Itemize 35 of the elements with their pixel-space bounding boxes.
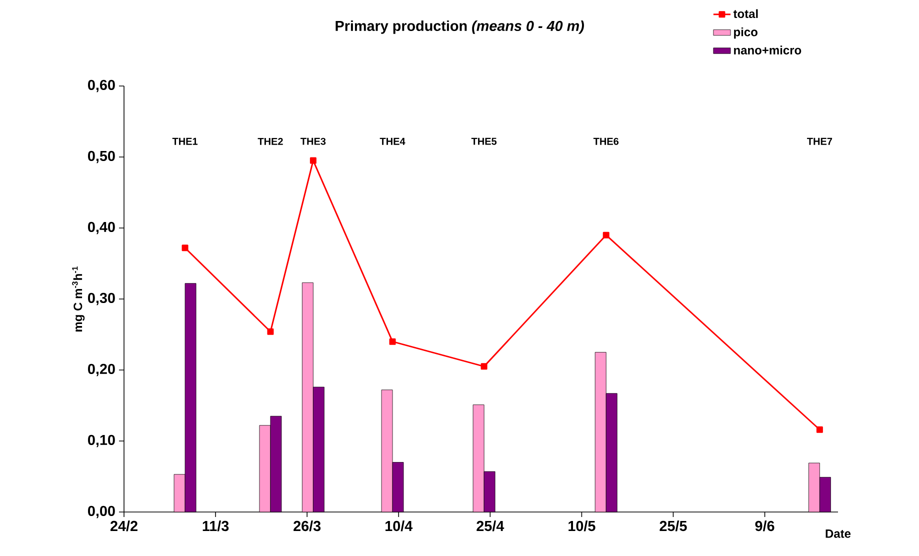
x-tick-label: 24/2 — [110, 520, 138, 532]
annotation: THE7 — [807, 138, 832, 145]
legend-label: pico — [734, 27, 758, 39]
y-axis-title: mg C m$^{-3}$h$^{-1}$ — [72, 266, 85, 332]
annotation: THE4 — [380, 138, 406, 145]
annotation: THE5 — [471, 138, 497, 145]
x-tick-label: 11/3 — [202, 520, 229, 532]
annotation: THE2 — [258, 138, 283, 145]
y-tick-label: 0,60 — [88, 80, 115, 92]
x-tick-label: 25/5 — [660, 520, 687, 532]
point — [480, 363, 488, 370]
x-tick-label: 10/5 — [568, 520, 596, 532]
point — [816, 426, 823, 433]
x-tick-label: 26/3 — [294, 520, 321, 532]
legend-label: total — [733, 9, 758, 18]
point — [389, 338, 396, 345]
x-tick-label: 10/4 — [386, 520, 413, 532]
annotation: THE3 — [300, 138, 326, 145]
x-tick-label: 9/6 — [755, 520, 774, 532]
x-axis-title: Date — [826, 530, 851, 538]
point — [267, 328, 274, 335]
point — [182, 244, 188, 252]
point — [602, 232, 610, 238]
y-tick-label: 0,10 — [88, 434, 115, 448]
y-tick-label: 0,20 — [88, 364, 115, 376]
legend-label: nano+micro — [734, 46, 802, 54]
annotation: THE6 — [593, 138, 619, 145]
point — [310, 157, 316, 164]
y-tick-label: 0,00 — [88, 506, 115, 518]
y-tick-label: 0,40 — [88, 222, 115, 234]
x-tick-label: 25/4 — [476, 520, 504, 532]
y-tick-label: 0,30 — [88, 292, 115, 306]
annotation: THE1 — [172, 138, 198, 145]
y-tick-label: 0,50 — [88, 150, 115, 164]
chart-title: Primary production (means 0 - 40 m) — [336, 20, 584, 34]
